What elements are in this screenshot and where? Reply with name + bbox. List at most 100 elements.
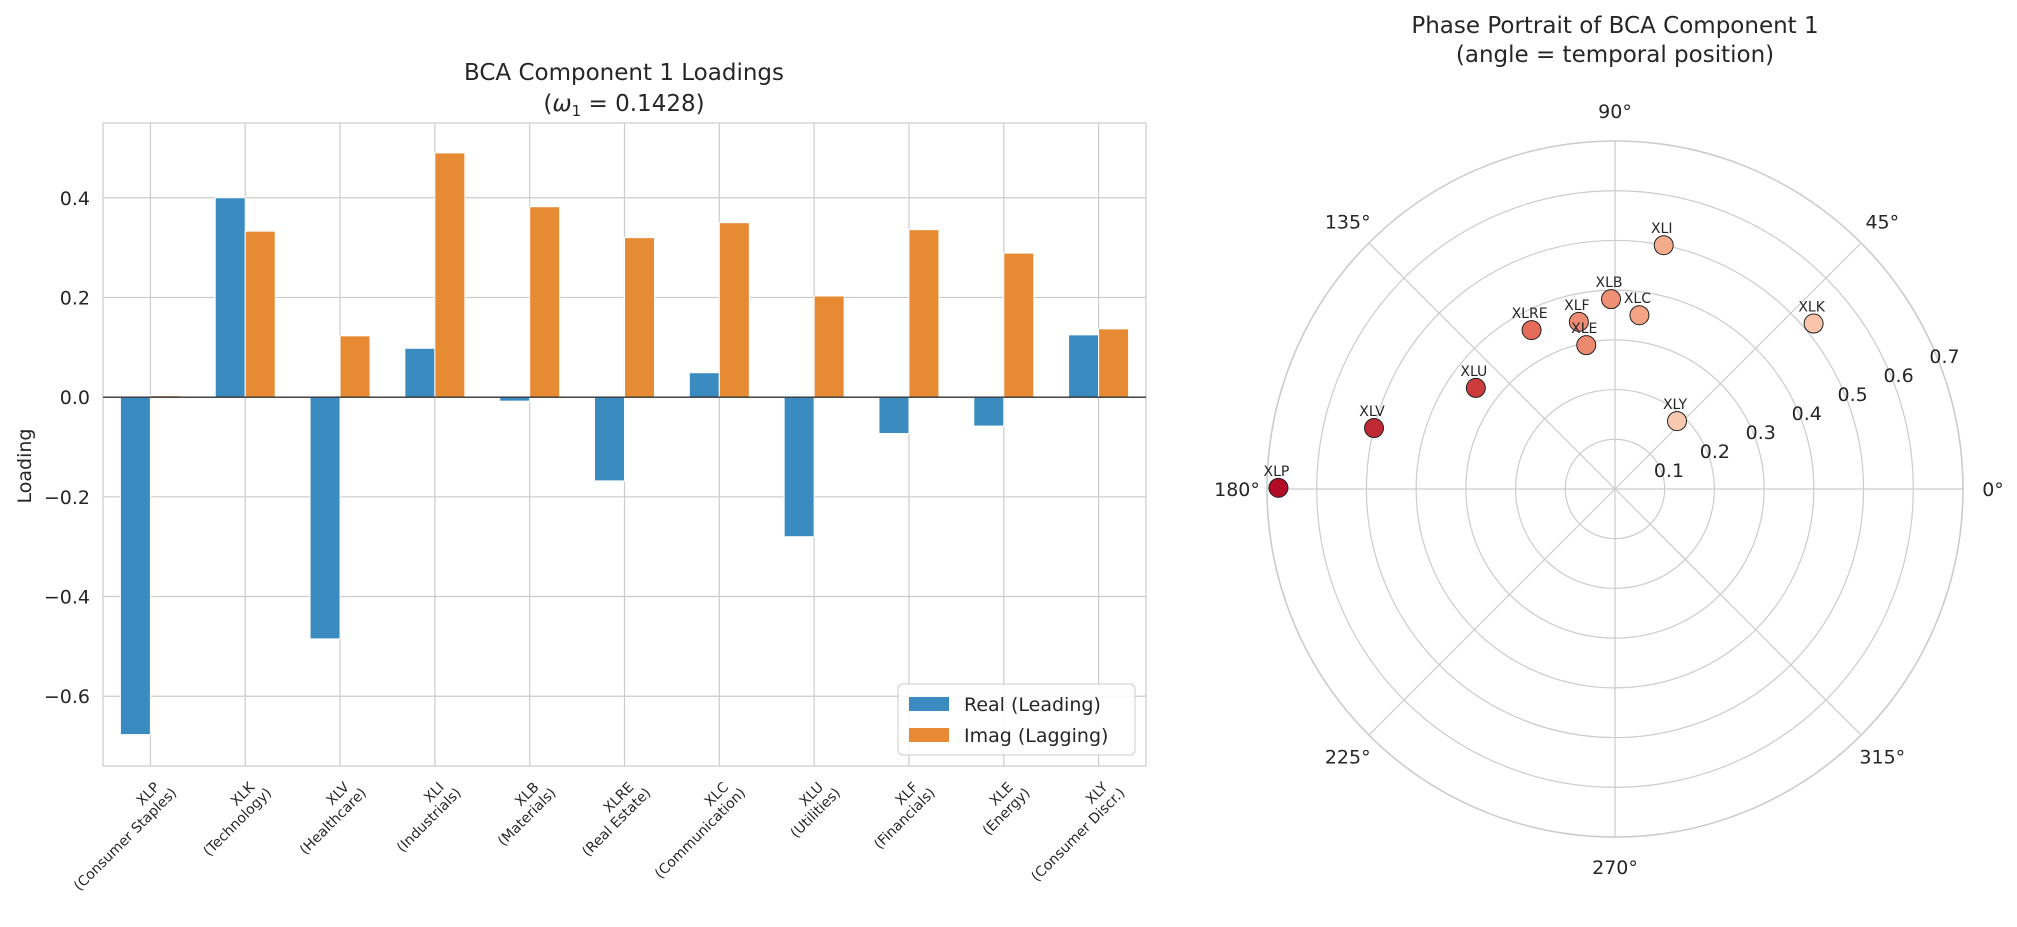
bar-real-xlk <box>214 197 246 398</box>
bar-chart: BCA Component 1 Loadings (ω1 = 0.1428) −… <box>14 60 1147 895</box>
polar-spoke <box>1614 242 1862 490</box>
bar-real-xlu <box>783 396 815 538</box>
x-tick-label-group: XLP(Consumer Staples) <box>71 780 180 895</box>
bar-imag-xlv <box>339 335 371 398</box>
legend-label: Imag (Lagging) <box>964 725 1108 747</box>
bar-imag-xle <box>1003 252 1035 398</box>
y-axis-label: Loading <box>14 429 36 504</box>
bar-real-xlp <box>119 396 151 736</box>
point-label: XLU <box>1460 364 1487 380</box>
point-label: XLRE <box>1512 306 1548 322</box>
radial-tick-label: 0.2 <box>1700 441 1730 463</box>
point-xlf <box>1568 311 1589 332</box>
bar-real-xle <box>973 396 1005 427</box>
y-tick-label: 0.4 <box>60 188 90 210</box>
x-tick-label-group: XLC(Communication) <box>652 779 749 882</box>
legend-label: Real (Leading) <box>964 694 1101 716</box>
y-tick-label: −0.6 <box>44 686 90 708</box>
angle-tick-label: 45° <box>1865 212 1899 234</box>
bar-imag-xly <box>1098 328 1130 398</box>
legend-swatch <box>909 697 949 711</box>
polar-spoke <box>1368 242 1616 490</box>
polar-chart-title: Phase Portrait of BCA Component 1 <box>1411 13 1818 39</box>
bar-imag-xlre <box>624 237 655 398</box>
angle-tick-label: 0° <box>1982 479 2004 501</box>
point-label: XLV <box>1359 404 1385 420</box>
bar-imag-xlk <box>244 230 276 398</box>
angle-tick-label: 90° <box>1598 101 1632 123</box>
radial-tick-label: 0.4 <box>1792 403 1822 425</box>
x-tick-sublabel: (Consumer Discr.) <box>1028 785 1128 885</box>
point-label: XLK <box>1798 300 1825 316</box>
y-tick-label: 0.0 <box>60 387 90 409</box>
radial-tick-label: 0.1 <box>1654 460 1684 482</box>
x-tick-label-group: XLU(Utilities) <box>788 780 844 842</box>
radial-tick-label: 0.6 <box>1883 365 1913 387</box>
x-tick-sublabel: (Communication) <box>652 785 749 882</box>
angle-tick-label: 315° <box>1859 746 1905 768</box>
x-tick-label-group: XLV(Healthcare) <box>297 779 370 858</box>
x-tick-label-group: XLE(Energy) <box>980 780 1034 839</box>
x-tick-label-group: XLB(Materials) <box>495 780 559 850</box>
legend-box <box>897 683 1136 756</box>
x-tick-label-group: XLK(Technology) <box>201 779 276 860</box>
bar-axes: −0.6 −0.4 −0.2 0.0 0.2 0.4 XLP(Consumer Staple… <box>44 188 1146 895</box>
radial-tick-label: 0.3 <box>1746 422 1776 444</box>
point-xlv <box>1364 418 1385 439</box>
bar-real-xlc <box>688 372 720 398</box>
y-tick-label: 0.2 <box>60 287 90 309</box>
polar-spoke <box>1368 488 1616 736</box>
bar-real-xly <box>1068 334 1100 398</box>
bar-real-xlre <box>594 396 625 482</box>
point-xlk <box>1803 313 1824 334</box>
point-label: XLB <box>1596 275 1623 291</box>
bar-chart-subtitle: (ω1 = 0.1428) <box>543 91 704 120</box>
point-label: XLP <box>1264 464 1290 480</box>
x-tick-label-group: XLY(Consumer Discr.) <box>1028 779 1128 885</box>
point-label: XLC <box>1624 291 1651 307</box>
radial-tick-label: 0.7 <box>1929 346 1959 368</box>
angle-tick-label: 135° <box>1325 212 1371 234</box>
bar-imag-xli <box>434 152 466 398</box>
angle-tick-label: 180° <box>1214 479 1260 501</box>
bar-chart-title: BCA Component 1 Loadings <box>464 60 784 86</box>
point-xlc <box>1629 305 1650 326</box>
point-xly <box>1667 411 1688 432</box>
polar-chart: Phase Portrait of BCA Component 1 (angle… <box>1214 13 2004 879</box>
bar-imag-xlu <box>813 295 845 398</box>
point-label: XLE <box>1571 321 1597 337</box>
bar-imag-xlb <box>529 206 561 398</box>
y-tick-label: −0.4 <box>44 587 90 609</box>
point-xlp <box>1268 477 1289 498</box>
polar-gridlines: 0° 45° 90° 135° 180° 225° 270° 315° 0.1 0.2 0.3 0.4… <box>1214 101 2004 879</box>
point-xle <box>1576 335 1597 356</box>
bar-marks <box>119 152 1130 736</box>
legend: Real (Leading) Imag (Lagging) <box>897 683 1136 756</box>
radial-tick-label: 0.5 <box>1838 384 1868 406</box>
point-xlb <box>1601 289 1622 310</box>
point-xlu <box>1465 377 1486 398</box>
point-xli <box>1653 235 1674 256</box>
bar-real-xlv <box>309 396 341 640</box>
point-label: XLI <box>1651 221 1673 237</box>
bar-real-xlf <box>878 396 910 435</box>
bar-imag-xlf <box>908 229 940 398</box>
bar-real-xli <box>404 347 436 398</box>
bar-imag-xlc <box>718 222 750 398</box>
x-tick-label-group: XLRE(Real Estate) <box>579 780 654 861</box>
polar-chart-subtitle: (angle = temporal position) <box>1456 42 1774 68</box>
point-label: XLF <box>1564 298 1589 314</box>
angle-tick-label: 225° <box>1325 746 1371 768</box>
x-tick-sublabel: (Consumer Staples) <box>71 785 180 894</box>
x-tick-label-group: XLF(Financials) <box>871 780 939 853</box>
angle-tick-label: 270° <box>1592 857 1638 879</box>
point-label: XLY <box>1663 397 1688 413</box>
x-tick-label-group: XLI(Industrials) <box>394 780 465 856</box>
polar-spoke <box>1614 488 1862 736</box>
y-tick-label: −0.2 <box>44 487 90 509</box>
point-xlre <box>1521 320 1542 341</box>
legend-swatch <box>909 728 949 742</box>
